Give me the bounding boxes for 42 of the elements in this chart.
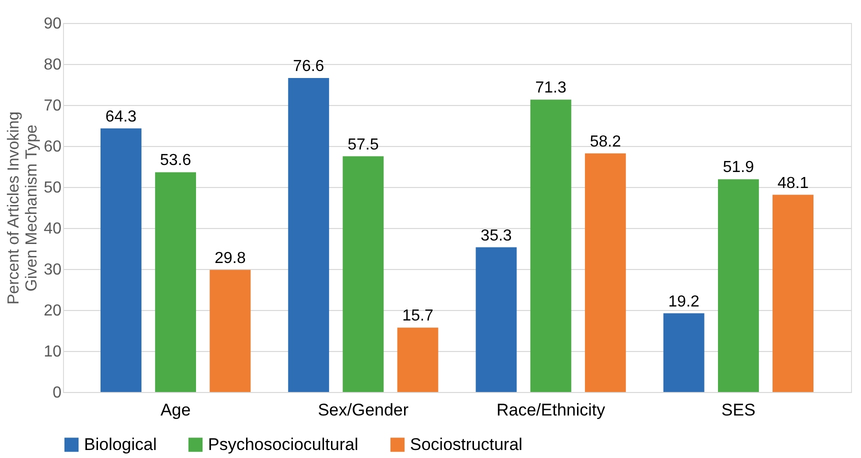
legend-label: Biological [84, 434, 157, 454]
bar [530, 100, 572, 392]
data-label: 76.6 [293, 58, 324, 75]
legend-label: Sociostructural [410, 434, 522, 454]
y-axis-title: Percent of Articles Invoking Given Mechanism Type [6, 112, 41, 304]
data-label: 58.2 [590, 133, 622, 150]
y-tick-label: 30 [44, 262, 62, 278]
bar [476, 247, 517, 392]
bar [397, 328, 438, 392]
data-label: 53.6 [160, 152, 192, 170]
bar [342, 156, 384, 392]
bar [155, 172, 196, 392]
data-label: 71.3 [535, 80, 566, 97]
bar [772, 194, 814, 392]
x-tick-label: Sex/Gender [318, 400, 409, 420]
data-label: 51.9 [722, 159, 754, 176]
bar [100, 128, 142, 392]
data-label: 19.2 [668, 293, 700, 310]
y-tick-label: 90 [44, 16, 62, 32]
y-tick-label: 50 [44, 180, 62, 196]
data-label: 64.3 [105, 108, 137, 126]
legend-label: Psychosociocultural [208, 434, 358, 454]
x-tick-label: Age [160, 400, 191, 420]
data-label: 29.8 [214, 250, 246, 267]
x-tick-label: SES [721, 400, 756, 420]
bar [718, 179, 759, 392]
data-label: 35.3 [480, 227, 512, 244]
x-tick-label: Race/Ethnicity [496, 400, 606, 420]
bar [663, 313, 704, 392]
y-tick-label: 20 [44, 302, 62, 320]
data-label: 57.5 [348, 136, 379, 154]
bar [288, 78, 330, 392]
bar [210, 270, 251, 392]
y-tick-label: 0 [52, 384, 62, 402]
bar [584, 153, 626, 392]
y-tick-label: 10 [44, 344, 62, 360]
data-label: 48.1 [777, 174, 809, 192]
y-tick-label: 40 [44, 220, 62, 238]
y-tick-label: 60 [44, 138, 62, 156]
y-tick-label: 70 [44, 98, 62, 114]
y-tick-label: 80 [44, 56, 62, 74]
data-label: 15.7 [402, 308, 434, 325]
